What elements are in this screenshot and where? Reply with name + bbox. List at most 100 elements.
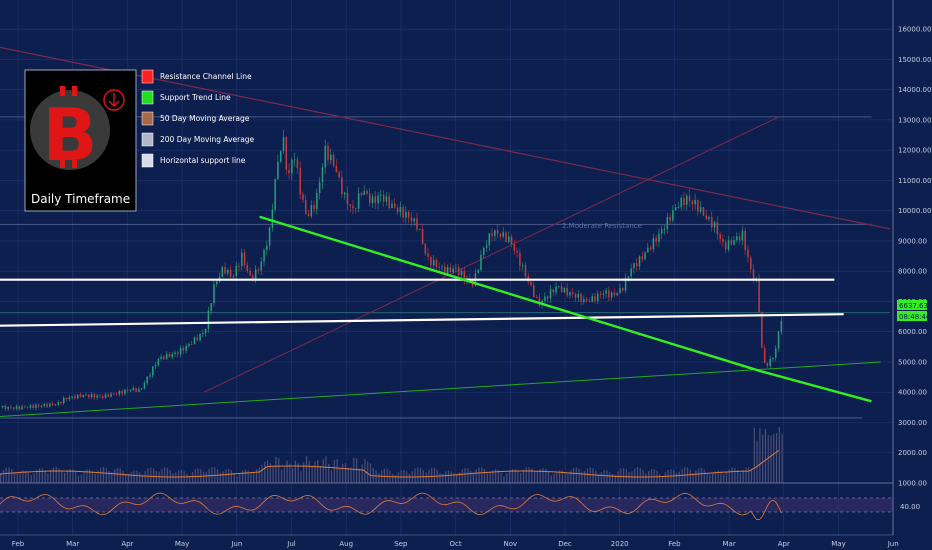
volume-bar bbox=[575, 467, 577, 483]
y-tick-label: 15000.00 bbox=[898, 56, 931, 64]
candle-body bbox=[399, 207, 402, 213]
annotation-moderate-resistance: 2.Moderate Resistance bbox=[562, 222, 642, 230]
candle-body bbox=[583, 299, 585, 303]
volume-bar bbox=[764, 429, 767, 483]
volume-bar bbox=[595, 470, 597, 483]
candle-body bbox=[538, 297, 541, 306]
candle-body bbox=[686, 195, 688, 205]
y-tick-label: 9000.00 bbox=[898, 237, 927, 245]
volume-bar bbox=[41, 468, 43, 483]
volume-bar bbox=[61, 471, 63, 483]
candle-body bbox=[491, 233, 493, 236]
volume-bar bbox=[11, 469, 13, 483]
candle-body bbox=[51, 403, 54, 406]
volume-bar bbox=[22, 470, 24, 483]
candle-body bbox=[202, 333, 204, 335]
candle-body bbox=[385, 196, 388, 202]
candle-body bbox=[747, 249, 749, 258]
y-tick-label: 10000.00 bbox=[898, 207, 931, 215]
x-tick-label: Jul bbox=[286, 540, 296, 548]
volume-bar bbox=[325, 456, 327, 483]
candle-body bbox=[302, 194, 304, 200]
volume-bar bbox=[675, 472, 678, 483]
candle-body bbox=[338, 172, 340, 178]
volume-bar bbox=[556, 471, 558, 483]
candle-body bbox=[405, 211, 407, 218]
support-trend-line bbox=[259, 215, 872, 403]
candle-body bbox=[394, 203, 396, 208]
volume-bar bbox=[478, 467, 480, 483]
candle-body bbox=[510, 236, 513, 245]
candle-body bbox=[535, 297, 538, 298]
volume-bar bbox=[94, 473, 96, 483]
volume-bar bbox=[692, 472, 694, 483]
volume-bar bbox=[239, 473, 241, 483]
volume-bar bbox=[739, 472, 742, 483]
time-axis[interactable]: Feb Mar Apr May Jun Jul Aug Sep Oct Nov Dec 2020 Feb… bbox=[12, 540, 899, 548]
candle-body bbox=[508, 236, 510, 243]
volume-bar bbox=[767, 435, 769, 483]
candle-body bbox=[496, 230, 499, 235]
volume-bar bbox=[136, 470, 138, 483]
rsi-level-label: 40.00 bbox=[900, 503, 920, 511]
volume-bar bbox=[483, 468, 486, 483]
volume-bar bbox=[152, 468, 155, 483]
volume-bar bbox=[547, 471, 550, 483]
volume-bar bbox=[172, 473, 174, 483]
volume-bar bbox=[89, 469, 91, 483]
candle-body bbox=[444, 266, 446, 275]
volume-bar bbox=[481, 467, 483, 483]
volume-bar bbox=[350, 467, 352, 483]
candle-body bbox=[168, 353, 171, 357]
candle-body bbox=[199, 334, 201, 341]
volume-bar bbox=[408, 473, 411, 483]
candle-body bbox=[49, 403, 51, 407]
volume-bar bbox=[166, 467, 169, 483]
y-tick-label: 4000.00 bbox=[898, 389, 927, 397]
candle-body bbox=[213, 284, 215, 304]
candle-body bbox=[699, 207, 702, 212]
candle-body bbox=[29, 405, 32, 408]
bitcoin-logo-glyph: B bbox=[43, 93, 98, 177]
volume-bar bbox=[75, 472, 77, 483]
candle-body bbox=[68, 397, 71, 400]
candle-body bbox=[182, 348, 185, 351]
volume-bar bbox=[517, 471, 519, 483]
volume-bar bbox=[147, 468, 149, 483]
candle-body bbox=[750, 257, 752, 270]
volume-bar bbox=[678, 471, 680, 483]
candle-body bbox=[171, 354, 174, 357]
volume-bars bbox=[0, 427, 783, 483]
candle-body bbox=[644, 252, 646, 260]
volume-bar bbox=[586, 468, 589, 483]
candle-body bbox=[346, 192, 349, 205]
legend-swatch bbox=[141, 132, 154, 147]
candle-body bbox=[775, 348, 777, 358]
volume-bar bbox=[197, 468, 199, 483]
volume-bar bbox=[69, 468, 71, 483]
volume-bar bbox=[620, 468, 622, 483]
candle-body bbox=[235, 266, 237, 277]
candle-body bbox=[377, 195, 379, 204]
volume-bar bbox=[578, 468, 580, 483]
candle-body bbox=[1, 405, 4, 408]
volume-bar bbox=[228, 468, 230, 483]
volume-bar bbox=[470, 470, 472, 483]
long-term-support-line bbox=[0, 361, 881, 417]
volume-bar bbox=[36, 470, 38, 483]
candle-body bbox=[76, 394, 79, 399]
volume-bar bbox=[600, 472, 602, 483]
candle-body bbox=[88, 394, 90, 398]
timeframe-label: Daily Timeframe bbox=[31, 192, 130, 206]
candle-body bbox=[585, 299, 588, 301]
volume-bar bbox=[272, 465, 274, 483]
candle-body bbox=[616, 293, 619, 296]
volume-bar bbox=[305, 456, 308, 483]
volume-bar bbox=[542, 468, 544, 483]
candle-body bbox=[766, 362, 769, 367]
volume-bar bbox=[133, 470, 135, 483]
candle-body bbox=[188, 343, 190, 346]
volume-bar bbox=[673, 470, 675, 483]
x-tick-label: Mar bbox=[66, 540, 79, 548]
